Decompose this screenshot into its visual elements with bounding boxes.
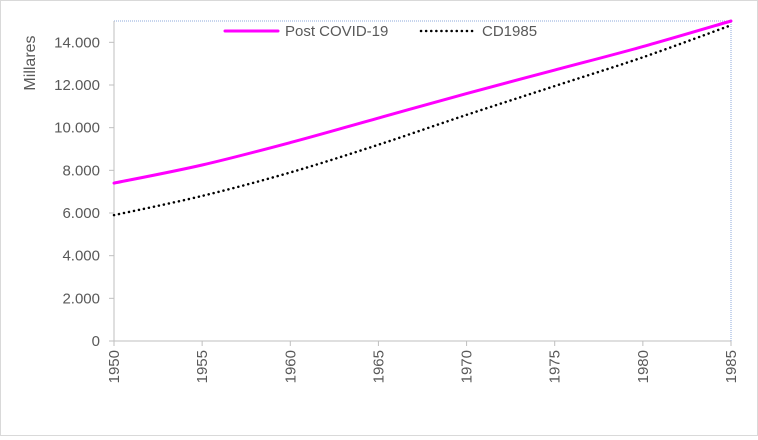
series-0-point <box>730 20 732 22</box>
y-tick-label: 4.000 <box>62 248 100 265</box>
series-1-point <box>113 214 115 216</box>
series-1-point <box>554 85 556 87</box>
series-0-point <box>201 164 203 166</box>
y-tick-label: 14.000 <box>54 34 100 51</box>
y-axis-label: Millares <box>22 35 39 90</box>
x-tick-label: 1985 <box>723 350 740 383</box>
x-tick-label: 1955 <box>194 350 211 383</box>
series-1-point <box>466 114 468 116</box>
y-tick-label: 6.000 <box>62 205 100 222</box>
x-tick-label: 1975 <box>547 350 564 383</box>
plot-area <box>113 20 732 342</box>
legend: Post COVID-19 CD1985 <box>223 23 537 40</box>
series-1-point <box>730 24 732 26</box>
x-axis-ticks: 1950 1955 1960 1965 1970 1975 1980 1985 <box>106 341 740 383</box>
x-tick-label: 1960 <box>282 350 299 383</box>
series-1-point <box>201 195 203 197</box>
y-tick-label: 0 <box>92 333 100 350</box>
y-tick-label: 10.000 <box>54 120 100 137</box>
series-1-point <box>642 56 644 58</box>
series-0-point <box>377 117 379 119</box>
y-tick-label: 2.000 <box>62 290 100 307</box>
x-tick-label: 1965 <box>370 350 387 383</box>
y-tick-label: 8.000 <box>62 162 100 179</box>
y-tick-label: 12.000 <box>54 77 100 94</box>
series-1-point <box>289 171 291 173</box>
legend-label-cd1985: CD1985 <box>482 23 537 40</box>
x-tick-label: 1980 <box>635 350 652 383</box>
series-1-point <box>377 144 379 146</box>
y-axis-ticks: 0 2.000 4.000 6.000 8.000 10.000 12.000 14.000 <box>54 34 114 350</box>
series-0-point <box>642 46 644 48</box>
x-tick-label: 1950 <box>106 350 123 383</box>
series-0-point <box>466 93 468 95</box>
series-line-0 <box>112 19 733 185</box>
x-tick-label: 1970 <box>459 350 476 383</box>
series-0-point <box>289 142 291 144</box>
series-0-point <box>554 69 556 71</box>
series-line-1 <box>112 24 733 217</box>
legend-label-post-covid: Post COVID-19 <box>285 23 388 40</box>
series-group <box>112 19 733 217</box>
series-0-point <box>113 182 115 184</box>
